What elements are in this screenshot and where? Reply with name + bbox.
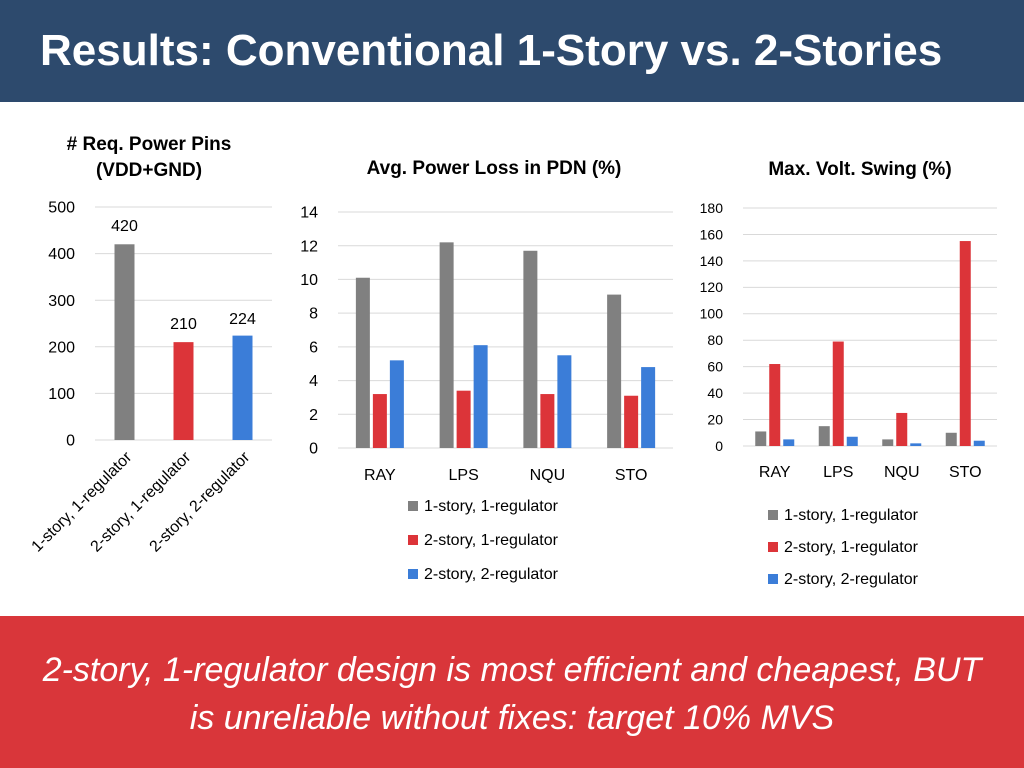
loss-legend-label-3: 2-story, 2-regulator	[424, 566, 559, 583]
swing-y-tick-label: 60	[707, 359, 723, 375]
loss-y-tick-label: 8	[309, 306, 318, 323]
conclusion-line-1: 2-story, 1-regulator design is most effi…	[42, 651, 982, 689]
power-pins-title-line-1: # Req. Power Pins	[66, 134, 232, 155]
swing-bar-sto-s1	[945, 432, 957, 446]
swing-bar-lps-s1	[818, 426, 830, 446]
loss-bar-nqu-s1	[523, 250, 538, 448]
power-pins-chart-title: # Req. Power Pins (VDD+GND)	[0, 132, 298, 183]
swing-y-tick-label: 100	[700, 306, 724, 322]
loss-bar-nqu-s2	[540, 394, 555, 448]
swing-y-tick-label: 0	[715, 438, 723, 454]
swing-bar-ray-s3	[783, 439, 795, 446]
volt-swing-chart: Max. Volt. Swing (%) 0 20 40 60 80 100 120 140 1…	[680, 102, 1024, 622]
loss-bar-ray-s3	[389, 360, 404, 448]
volt-swing-chart-title: Max. Volt. Swing (%)	[710, 157, 1010, 183]
loss-bar-sto-s1	[607, 294, 622, 448]
swing-bar-sto-s3	[973, 440, 985, 446]
loss-bar-lps-s3	[473, 345, 488, 448]
power-loss-plot: 0 2 4 6 8 10 12 14 RAY LPS NQU STO 1-story, 1-regula…	[300, 205, 673, 583]
volt-swing-title-line-1: Max. Volt. Swing (%)	[768, 159, 952, 180]
pins-y-tick-label: 200	[48, 339, 75, 356]
loss-category-label: LPS	[449, 467, 479, 484]
swing-legend-label-2: 2-story, 1-regulator	[784, 539, 919, 556]
pins-category-label: 2-story, 1-regulator	[88, 448, 195, 555]
power-loss-title-line-1: Avg. Power Loss in PDN (%)	[366, 158, 622, 179]
loss-bar-nqu-s3	[557, 355, 572, 448]
swing-category-label: RAY	[759, 464, 791, 481]
swing-bar-sto-s2	[959, 241, 971, 446]
power-loss-chart: Avg. Power Loss in PDN (%) 0 2 4 6 8 10 12 14 RA…	[290, 102, 680, 622]
slide-title: Results: Conventional 1-Story vs. 2-Stor…	[40, 26, 943, 75]
swing-bar-lps-s2	[832, 341, 844, 446]
loss-bar-ray-s2	[372, 394, 387, 448]
swing-bar-ray-s1	[755, 431, 767, 446]
volt-swing-plot: 0 20 40 60 80 100 120 140 160 180 RAY LPS NQU STO 1-st…	[700, 200, 997, 588]
loss-y-tick-label: 12	[300, 238, 318, 255]
loss-legend-label-2: 2-story, 1-regulator	[424, 532, 559, 549]
loss-y-tick-label: 2	[309, 407, 318, 424]
pins-data-label: 224	[229, 311, 256, 328]
power-pins-chart: # Req. Power Pins (VDD+GND) 0 100 200 300 40…	[0, 102, 290, 622]
pins-category-label: 2-story, 2-regulator	[147, 448, 254, 555]
swing-y-tick-label: 80	[707, 332, 723, 348]
pins-data-label: 210	[170, 316, 197, 333]
swing-bar-nqu-s3	[910, 443, 922, 446]
swing-category-label: NQU	[884, 464, 920, 481]
title-bar: Results: Conventional 1-Story vs. 2-Stor…	[0, 0, 1024, 102]
pins-y-tick-label: 100	[48, 386, 75, 403]
loss-y-tick-label: 6	[309, 339, 318, 356]
pins-bar-1	[114, 244, 135, 440]
pins-y-tick-label: 400	[48, 246, 75, 263]
loss-category-label: NQU	[530, 467, 566, 484]
swing-bar-ray-s2	[769, 364, 781, 446]
power-loss-chart-title: Avg. Power Loss in PDN (%)	[290, 156, 698, 182]
swing-y-tick-label: 160	[700, 226, 724, 242]
loss-bar-sto-s2	[624, 395, 639, 448]
swing-legend-swatch-2	[768, 542, 778, 552]
swing-bar-nqu-s2	[896, 412, 908, 446]
swing-legend-label-1: 1-story, 1-regulator	[784, 507, 919, 524]
loss-bar-sto-s3	[641, 367, 656, 448]
loss-y-tick-label: 0	[309, 441, 318, 458]
pins-category-label: 1-story, 1-regulator	[29, 448, 136, 555]
conclusion-banner: 2-story, 1-regulator design is most effi…	[0, 616, 1024, 768]
swing-category-label: STO	[949, 464, 982, 481]
swing-bar-lps-s3	[846, 436, 858, 446]
conclusion-line-2: is unreliable without fixes: target 10% …	[189, 699, 835, 737]
swing-legend-swatch-3	[768, 574, 778, 584]
pins-bar-3	[232, 335, 253, 440]
loss-bar-lps-s1	[439, 242, 454, 448]
loss-y-tick-label: 14	[300, 205, 318, 222]
loss-legend-swatch-1	[408, 501, 418, 511]
pins-bar-2	[173, 342, 194, 440]
loss-bar-lps-s2	[456, 390, 471, 448]
pins-y-tick-label: 500	[48, 200, 75, 217]
pins-y-tick-label: 0	[66, 433, 75, 450]
loss-bar-ray-s1	[355, 277, 370, 448]
swing-y-tick-label: 180	[700, 200, 724, 216]
swing-y-tick-label: 140	[700, 253, 724, 269]
swing-category-label: LPS	[823, 464, 853, 481]
pins-y-tick-label: 300	[48, 293, 75, 310]
loss-legend-label-1: 1-story, 1-regulator	[424, 498, 559, 515]
loss-legend-swatch-2	[408, 535, 418, 545]
pins-data-label: 420	[111, 218, 138, 235]
loss-legend-swatch-3	[408, 569, 418, 579]
swing-y-tick-label: 20	[707, 411, 723, 427]
loss-category-label: RAY	[364, 467, 396, 484]
loss-y-tick-label: 10	[300, 272, 318, 289]
power-pins-title-line-2: (VDD+GND)	[95, 159, 203, 181]
swing-y-tick-label: 40	[707, 385, 723, 401]
swing-y-tick-label: 120	[700, 279, 724, 295]
swing-bar-nqu-s1	[882, 439, 894, 446]
loss-y-tick-label: 4	[309, 373, 318, 390]
loss-category-label: STO	[615, 467, 648, 484]
swing-legend-label-3: 2-story, 2-regulator	[784, 571, 919, 588]
swing-legend-swatch-1	[768, 510, 778, 520]
